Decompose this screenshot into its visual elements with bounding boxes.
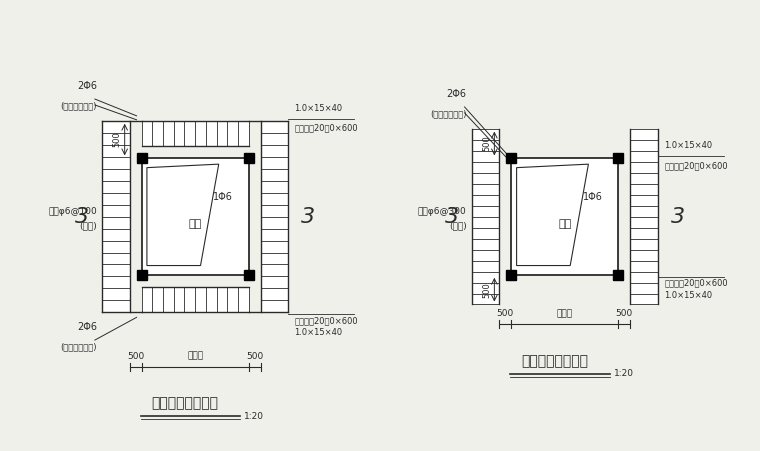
Text: 3: 3	[671, 207, 685, 226]
Text: 3: 3	[445, 207, 459, 226]
Bar	[141, 121, 249, 147]
Text: 500: 500	[112, 132, 122, 147]
Bar	[261, 121, 289, 313]
Text: 洞口: 洞口	[188, 220, 202, 230]
Text: 1.0×15×40: 1.0×15×40	[294, 328, 343, 337]
Bar	[244, 153, 254, 163]
Text: 2Φ6: 2Φ6	[447, 89, 467, 99]
Text: 2Φ6: 2Φ6	[77, 322, 97, 332]
Bar	[506, 153, 516, 163]
Text: 1Φ6: 1Φ6	[213, 192, 233, 202]
Text: 500: 500	[483, 136, 492, 152]
Text: 500: 500	[246, 352, 264, 361]
Text: 500: 500	[616, 309, 633, 318]
Bar	[613, 153, 623, 163]
Text: 3: 3	[301, 207, 315, 226]
Text: 1Φ6: 1Φ6	[583, 192, 603, 202]
Text: 1.0×15×40: 1.0×15×40	[294, 104, 343, 113]
Text: 笯筋φ6@300: 笯筋φ6@300	[418, 207, 467, 216]
Text: 1.0×15×40: 1.0×15×40	[664, 142, 712, 151]
Text: (全周): (全周)	[79, 221, 97, 230]
Text: 洞口: 洞口	[558, 220, 572, 230]
Text: 3: 3	[75, 207, 89, 226]
Bar	[244, 270, 254, 280]
Bar	[471, 129, 499, 304]
Bar	[141, 158, 249, 275]
Bar	[141, 287, 249, 313]
Bar	[511, 158, 619, 275]
Bar	[137, 270, 147, 280]
Text: 门洞宽: 门洞宽	[557, 309, 573, 318]
Text: 窗洞宽: 窗洞宽	[187, 352, 203, 361]
Bar	[613, 270, 623, 280]
Text: 500: 500	[127, 352, 144, 361]
Text: 钒丝网片20〃0×600: 钒丝网片20〃0×600	[664, 279, 728, 288]
Text: 钒丝网片20〃0×600: 钒丝网片20〃0×600	[294, 316, 358, 325]
Text: 门洞口加固构造图: 门洞口加固构造图	[521, 354, 588, 368]
Text: (与钒筋网点焼): (与钒筋网点焼)	[60, 101, 97, 110]
Text: 500: 500	[483, 282, 492, 298]
Bar	[506, 270, 516, 280]
Text: 500: 500	[496, 309, 514, 318]
Text: 1:20: 1:20	[613, 369, 634, 378]
Bar	[630, 129, 658, 304]
Text: 1:20: 1:20	[244, 412, 264, 421]
Bar	[102, 121, 130, 313]
Text: 笯筋φ6@100: 笯筋φ6@100	[48, 207, 97, 216]
Bar	[137, 153, 147, 163]
Text: 2Φ6: 2Φ6	[77, 81, 97, 91]
Text: 钒丝网片20〃0×600: 钒丝网片20〃0×600	[664, 161, 728, 170]
Text: 1.0×15×40: 1.0×15×40	[664, 290, 712, 299]
Text: (与钒筋网点焼): (与钒筋网点焼)	[60, 342, 97, 351]
Text: (全周): (全周)	[449, 221, 467, 230]
Text: (与钒筋网点焼): (与钒筋网点焼)	[430, 109, 467, 118]
Text: 窗洞口加固构造图: 窗洞口加固构造图	[152, 396, 219, 410]
Text: 钒丝网片20〃0×600: 钒丝网片20〃0×600	[294, 124, 358, 133]
